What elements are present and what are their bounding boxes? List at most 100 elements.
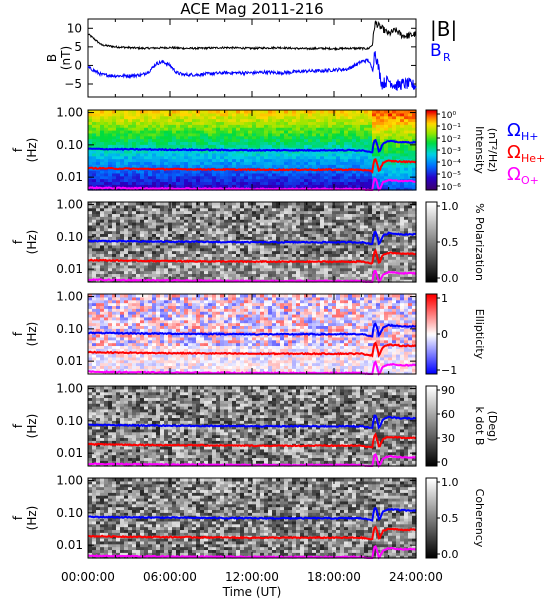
spectrogram-cell: [340, 158, 345, 163]
spectrogram-cell: [328, 138, 333, 143]
spectrogram-cell: [128, 124, 133, 128]
spectrogram-cell: [300, 244, 305, 249]
spectrogram-cell: [100, 336, 105, 341]
spectrogram-cell: [100, 325, 105, 329]
spectrogram-cell: [96, 302, 101, 307]
spectrogram-cell: [296, 273, 301, 277]
spectrogram-cell: [300, 213, 305, 217]
spectrogram-cell: [104, 121, 109, 125]
spectrogram-cell: [296, 155, 301, 160]
spectrogram-cell: [168, 227, 173, 232]
spectrogram-cell: [372, 115, 377, 120]
spectrogram-cell: [224, 135, 229, 140]
spectrogram-cell: [156, 150, 161, 154]
spectrogram-cell: [188, 239, 193, 243]
spectrogram-cell: [304, 178, 309, 183]
spectrogram-cell: [96, 144, 101, 148]
spectrogram-cell: [108, 216, 113, 220]
spectrogram-cell: [176, 112, 181, 117]
spectrogram-cell: [412, 170, 417, 174]
spectrogram-cell: [268, 184, 273, 188]
spectrogram-cell: [196, 135, 201, 140]
spectrogram-cell: [96, 127, 101, 131]
spectrogram-cell: [288, 202, 293, 206]
spectrogram-cell: [312, 273, 317, 277]
spectrogram-cell: [288, 270, 293, 275]
spectrogram-cell: [348, 270, 353, 275]
spectrogram-cell: [124, 132, 129, 137]
spectrogram-cell: [148, 110, 153, 114]
spectrogram-cell: [132, 276, 137, 280]
spectrogram-cell: [168, 233, 173, 237]
spectrogram-cell: [132, 115, 137, 120]
gyrofrequency-legend-subscript: O+: [521, 174, 539, 187]
spectrogram-cell: [180, 150, 185, 154]
spectrogram-cell: [140, 227, 145, 232]
spectrogram-cell: [356, 124, 361, 128]
spectrogram-cell: [264, 161, 269, 165]
spectrogram-cell: [360, 233, 365, 237]
spectrogram-cell: [248, 273, 253, 277]
spectrogram-cell: [188, 210, 193, 215]
spectrogram-cell: [368, 202, 373, 206]
spectrogram-cell: [412, 152, 417, 157]
spectrogram-cell: [236, 230, 241, 235]
spectrogram-cell: [104, 276, 109, 280]
spectrogram-cell: [364, 219, 369, 223]
spectrogram-cell: [392, 135, 397, 140]
spectrogram-cell: [120, 262, 125, 266]
spectrogram-cell: [132, 233, 137, 237]
spectrogram-cell: [292, 250, 297, 255]
spectrogram-cell: [232, 155, 237, 160]
spectrogram-cell: [120, 164, 125, 168]
spectrogram-cell: [248, 124, 253, 128]
spectrogram-cell: [364, 247, 369, 252]
spectrogram-cell: [328, 161, 333, 165]
spectrogram-cell: [300, 262, 305, 266]
spectrogram-cell: [328, 230, 333, 235]
spectrogram-cell: [96, 161, 101, 165]
spectrogram-cell: [160, 181, 165, 185]
spectrogram-cell: [92, 155, 97, 160]
spectrogram-cell: [364, 276, 369, 280]
spectrogram-cell: [288, 147, 293, 151]
spectrogram-cell: [160, 170, 165, 174]
spectrogram-cell: [88, 161, 93, 165]
spectrogram-cell: [260, 224, 265, 229]
spectrogram-cell: [208, 127, 213, 131]
spectrogram-cell: [352, 110, 357, 114]
colorbar-cell: [426, 158, 437, 161]
spectrogram-cell: [332, 181, 337, 185]
spectrogram-cell: [168, 270, 173, 275]
spectrogram-cell: [292, 244, 297, 249]
colorbar-cell: [426, 128, 437, 131]
spectrogram-cell: [208, 138, 213, 143]
spectrogram-cell: [212, 236, 217, 240]
spectrogram-cell: [256, 138, 261, 143]
spectrogram-cell: [120, 227, 125, 232]
spectrogram-cell: [280, 267, 285, 272]
spectrogram-cell: [152, 230, 157, 235]
spectrogram-cell: [384, 247, 389, 252]
spectrogram-cell: [116, 150, 121, 154]
spectrogram-cell: [328, 110, 333, 114]
spectrogram-cell: [392, 124, 397, 128]
spectrogram-cell: [168, 242, 173, 246]
spectrogram-cell: [344, 158, 349, 163]
spectrogram-cell: [180, 244, 185, 249]
spectrogram-cell: [108, 184, 113, 188]
spectrogram-cell: [392, 242, 397, 246]
spectrogram-cell: [292, 242, 297, 246]
spectrogram-cell: [164, 213, 169, 217]
spectrogram-cell: [280, 256, 285, 260]
spectrogram-cell: [176, 172, 181, 177]
spectrogram-cell: [92, 121, 97, 125]
spectrogram-cell: [356, 147, 361, 151]
spectrogram-cell: [284, 172, 289, 177]
spectrogram-cell: [296, 253, 301, 257]
spectrogram-cell: [104, 368, 109, 372]
spectrogram-cell: [260, 127, 265, 131]
spectrogram-cell: [300, 216, 305, 220]
spectrogram-cell: [112, 144, 117, 148]
spectrogram-cell: [352, 204, 357, 209]
